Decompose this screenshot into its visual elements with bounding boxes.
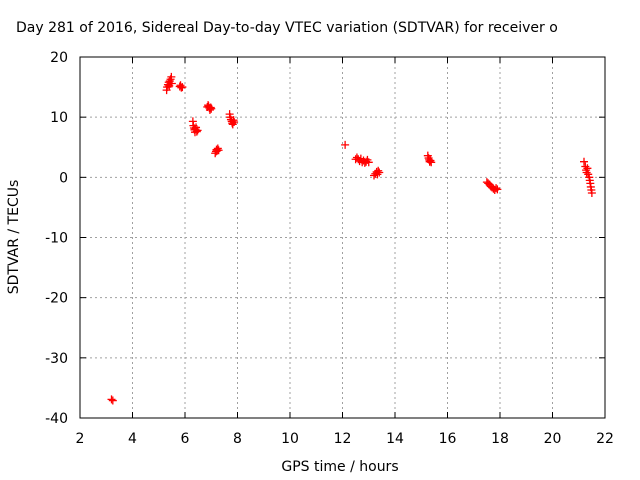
data-point: [214, 146, 223, 155]
x-tick-label: 6: [181, 431, 190, 447]
y-axis-label: SDTVAR / TECUs: [6, 180, 22, 295]
data-point: [192, 127, 201, 136]
data-point: [493, 185, 502, 194]
data-point: [427, 158, 436, 167]
data-point: [178, 83, 187, 92]
grid: [80, 57, 605, 418]
x-tick-label: 20: [544, 431, 562, 447]
y-tick-labels: 20 10 0 -10 -20 -30 -40: [45, 50, 68, 427]
data-point: [583, 164, 592, 173]
y-tick-label: -30: [45, 351, 68, 367]
y-tick-label: -20: [45, 291, 68, 307]
data-point: [167, 79, 176, 88]
data-point: [426, 156, 435, 165]
x-tick-label: 16: [439, 431, 457, 447]
data-point: [587, 188, 596, 197]
data-point: [580, 157, 588, 166]
y-tick-label: 20: [50, 50, 68, 66]
y-tick-label: 10: [50, 110, 68, 126]
x-tick-label: 4: [128, 431, 137, 447]
data-point: [193, 126, 202, 135]
x-tick-label: 8: [233, 431, 242, 447]
x-tick-label: 18: [491, 431, 509, 447]
data-point: [582, 168, 591, 177]
data-point: [341, 140, 350, 149]
x-tick-label: 12: [334, 431, 352, 447]
data-point: [230, 117, 239, 126]
x-tick-label: 2: [76, 431, 85, 447]
data-point: [373, 170, 382, 179]
data-point: [207, 104, 216, 113]
x-tick-labels: 2 4 6 8 10 12 14 16 18 20 22: [76, 431, 614, 447]
data-point: [374, 166, 383, 175]
x-tick-label: 14: [386, 431, 404, 447]
x-axis-label: GPS time / hours: [281, 459, 398, 475]
chart-title: Day 281 of 2016, Sidereal Day-to-day VTE…: [16, 20, 558, 36]
x-tick-label: 10: [281, 431, 299, 447]
axis-ticks: [79, 56, 606, 419]
data-point: [107, 395, 116, 404]
data-point: [375, 168, 384, 177]
data-point: [492, 184, 501, 193]
y-tick-label: -40: [45, 411, 68, 427]
y-tick-label: 0: [59, 170, 68, 186]
data-point: [364, 158, 373, 167]
x-tick-label: 22: [596, 431, 614, 447]
data-points: [107, 72, 596, 405]
data-point: [213, 144, 222, 153]
data-point: [108, 396, 117, 405]
y-tick-label: -10: [45, 231, 68, 247]
